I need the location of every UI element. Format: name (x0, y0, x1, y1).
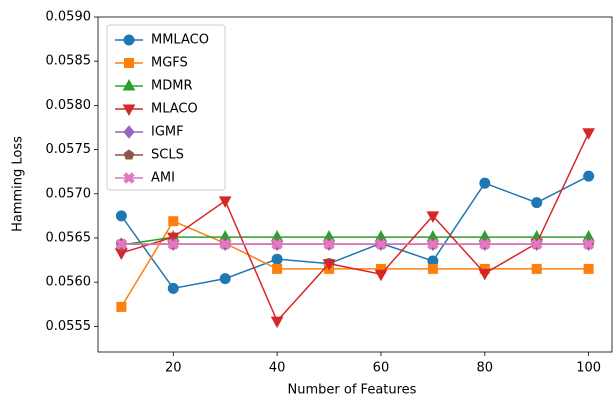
legend-label: IGMF (151, 125, 184, 140)
marker (123, 172, 135, 184)
series-line (120, 220, 589, 308)
marker (219, 273, 231, 285)
marker (271, 238, 283, 250)
legend-label: AMI (151, 171, 175, 186)
marker (427, 263, 438, 274)
marker (323, 238, 335, 250)
y-tick-label: 0.0585 (46, 54, 92, 69)
marker (219, 238, 231, 250)
marker (124, 58, 134, 68)
marker (375, 238, 387, 250)
x-tick-label: 60 (373, 361, 390, 376)
marker (167, 238, 179, 250)
x-axis-label: Number of Features (288, 383, 417, 398)
marker (123, 34, 135, 46)
marker (115, 210, 127, 222)
y-tick-label: 0.0560 (46, 275, 92, 290)
marker (272, 263, 283, 274)
marker (582, 128, 595, 140)
marker (531, 197, 543, 209)
marker (116, 301, 127, 312)
y-axis-label: Hamming Loss (11, 136, 26, 232)
plot-frame (97, 16, 613, 353)
series-line (121, 236, 589, 246)
marker (322, 259, 336, 271)
legend-label: MLACO (151, 102, 198, 117)
marker (427, 238, 439, 250)
marker (123, 149, 135, 160)
marker (426, 211, 440, 223)
marker (479, 238, 491, 250)
x-tick-label: 100 (576, 361, 601, 376)
y-tick-label: 0.0565 (46, 230, 92, 245)
legend-label: MMLACO (151, 33, 209, 48)
marker (479, 177, 491, 189)
marker (271, 253, 283, 265)
marker (168, 216, 179, 227)
y-tick-label: 0.0570 (46, 186, 92, 201)
y-tick-label: 0.0555 (46, 319, 92, 334)
legend-label: SCLS (151, 148, 184, 163)
series-line (120, 175, 589, 290)
marker (583, 170, 595, 182)
legend-label: MDMR (151, 79, 192, 94)
x-tick-label: 40 (269, 361, 286, 376)
marker (270, 316, 284, 329)
y-tick-label: 0.0580 (46, 98, 92, 113)
series-line (121, 132, 590, 323)
marker (583, 263, 594, 274)
marker (582, 238, 595, 250)
marker (115, 238, 128, 250)
marker (531, 238, 543, 250)
x-tick-label: 80 (477, 361, 494, 376)
marker (218, 196, 232, 208)
y-tick-label: 0.0575 (46, 142, 92, 157)
legend-box (106, 24, 226, 191)
marker (167, 282, 179, 294)
marker (531, 263, 542, 274)
marker (123, 125, 135, 139)
marker (478, 268, 492, 281)
legend-label: MGFS (151, 56, 188, 71)
marker (374, 269, 388, 282)
marker (122, 78, 136, 91)
marker (122, 104, 136, 117)
x-tick-label: 20 (165, 361, 182, 376)
y-tick-label: 0.0590 (46, 10, 92, 25)
